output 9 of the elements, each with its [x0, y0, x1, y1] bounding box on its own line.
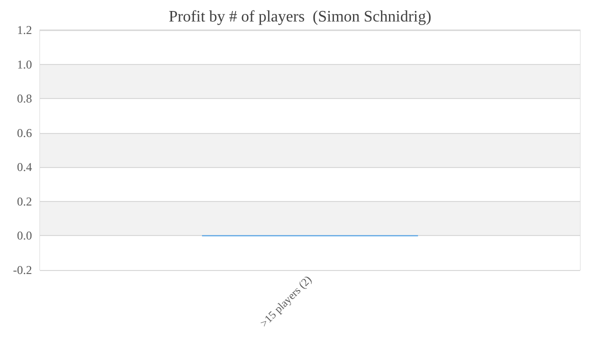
- y-tick-label: 0.4: [17, 160, 32, 174]
- y-tick-label: 0.2: [17, 194, 32, 208]
- y-tick-label: 0.6: [17, 126, 32, 140]
- chart-title: Profit by # of players (Simon Schnidrig): [168, 8, 432, 26]
- y-tick-label: 1.0: [17, 57, 32, 72]
- y-tick-label: 0.0: [17, 228, 32, 243]
- y-tick-label: 1.2: [17, 23, 32, 37]
- y-tick-label: -0.2: [13, 263, 32, 277]
- y-tick-label: 0.8: [17, 92, 32, 106]
